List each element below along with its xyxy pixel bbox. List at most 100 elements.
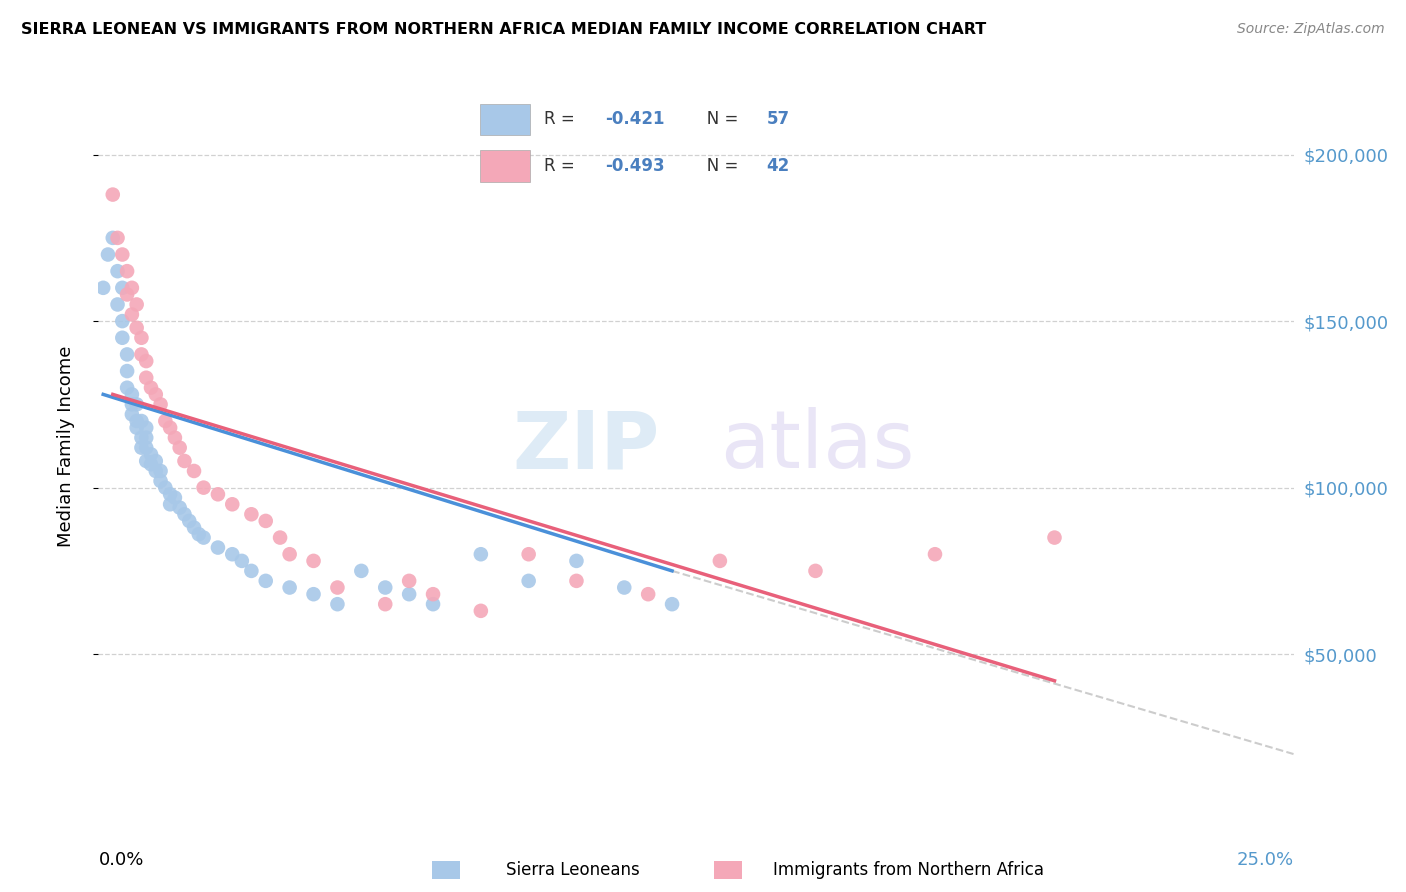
Point xyxy=(278,581,301,595)
Point xyxy=(97,247,120,261)
Point xyxy=(398,587,420,601)
Point xyxy=(517,547,540,561)
Point xyxy=(470,604,492,618)
Point xyxy=(139,458,162,472)
Point xyxy=(121,308,143,322)
Point xyxy=(1043,531,1066,545)
Point xyxy=(163,491,186,505)
Point xyxy=(422,597,444,611)
Point xyxy=(135,420,157,434)
Point xyxy=(115,364,138,378)
Point xyxy=(111,247,134,261)
Point xyxy=(302,587,325,601)
Point xyxy=(169,441,191,455)
Point xyxy=(661,597,683,611)
Point xyxy=(107,231,129,245)
Point xyxy=(637,587,659,601)
Text: Source: ZipAtlas.com: Source: ZipAtlas.com xyxy=(1237,22,1385,37)
Point xyxy=(91,281,114,295)
Point xyxy=(101,231,124,245)
Point xyxy=(149,474,172,488)
Point xyxy=(121,387,143,401)
Point xyxy=(565,574,588,588)
Point xyxy=(187,527,209,541)
Point xyxy=(125,397,148,411)
Point xyxy=(517,574,540,588)
Point xyxy=(302,554,325,568)
Point xyxy=(125,420,148,434)
Point xyxy=(121,397,143,411)
Point xyxy=(159,497,181,511)
Point xyxy=(169,500,191,515)
Point xyxy=(254,574,277,588)
Point xyxy=(163,431,186,445)
Point xyxy=(193,531,215,545)
Point xyxy=(278,547,301,561)
Point xyxy=(121,408,143,422)
Point xyxy=(145,464,167,478)
Point xyxy=(115,347,138,361)
Point xyxy=(149,464,172,478)
Point xyxy=(240,508,263,522)
Point xyxy=(111,281,134,295)
Point xyxy=(139,381,162,395)
Point xyxy=(125,414,148,428)
Point xyxy=(139,447,162,461)
Point xyxy=(350,564,373,578)
Point xyxy=(183,520,205,534)
Point xyxy=(131,431,153,445)
Point xyxy=(131,441,153,455)
Point xyxy=(207,541,229,555)
Point xyxy=(221,497,243,511)
Point xyxy=(111,314,134,328)
Point xyxy=(135,454,157,468)
Point xyxy=(159,420,181,434)
Point xyxy=(231,554,253,568)
Point xyxy=(131,414,153,428)
Text: Sierra Leoneans: Sierra Leoneans xyxy=(506,861,640,879)
Point xyxy=(155,414,177,428)
Point xyxy=(326,581,349,595)
Point xyxy=(155,481,177,495)
Point xyxy=(135,370,157,384)
Point xyxy=(183,464,205,478)
Point xyxy=(149,397,172,411)
Point xyxy=(145,454,167,468)
Point xyxy=(107,297,129,311)
Point xyxy=(145,387,167,401)
Point xyxy=(207,487,229,501)
Point xyxy=(709,554,731,568)
Point xyxy=(254,514,277,528)
Text: ZIP: ZIP xyxy=(513,407,661,485)
Point xyxy=(326,597,349,611)
Point xyxy=(565,554,588,568)
Point xyxy=(115,381,138,395)
Point xyxy=(422,587,444,601)
Point xyxy=(111,331,134,345)
Point xyxy=(125,320,148,334)
Point xyxy=(374,597,396,611)
Point xyxy=(107,264,129,278)
Point xyxy=(173,508,195,522)
Text: atlas: atlas xyxy=(720,407,914,485)
Point xyxy=(613,581,636,595)
Point xyxy=(193,481,215,495)
Bar xyxy=(433,862,461,880)
Point xyxy=(374,581,396,595)
Bar xyxy=(713,862,742,880)
Point xyxy=(179,514,201,528)
Point xyxy=(115,287,138,301)
Point xyxy=(115,264,138,278)
Point xyxy=(240,564,263,578)
Point xyxy=(125,297,148,311)
Point xyxy=(101,187,124,202)
Point xyxy=(131,347,153,361)
Point xyxy=(131,331,153,345)
Point xyxy=(173,454,195,468)
Point xyxy=(121,281,143,295)
Point xyxy=(924,547,946,561)
Point xyxy=(135,354,157,368)
Point xyxy=(135,431,157,445)
Text: 25.0%: 25.0% xyxy=(1236,851,1294,869)
Point xyxy=(221,547,243,561)
